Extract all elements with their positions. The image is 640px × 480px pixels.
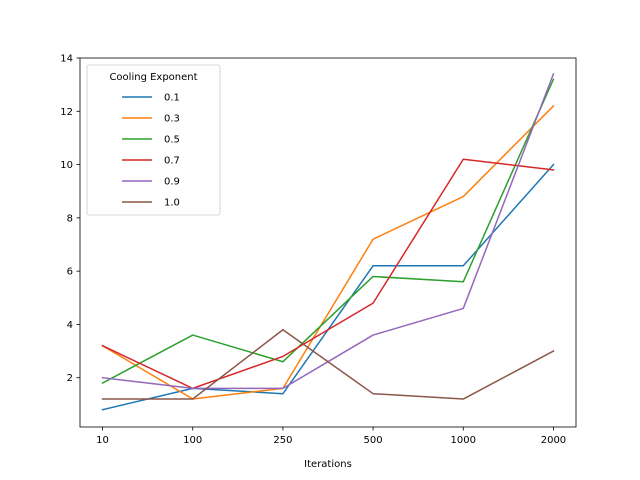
legend-entry-label: 0.1 bbox=[164, 93, 180, 104]
legend: Cooling Exponent 0.1 0.3 0.5 0.7 0.9 1.0 bbox=[86, 64, 221, 216]
y-axis: 2 4 6 8 10 12 14 bbox=[60, 54, 80, 384]
legend-entry-label: 1.0 bbox=[164, 198, 180, 209]
series-layer bbox=[101, 73, 555, 411]
x-tick-label: 100 bbox=[183, 435, 202, 446]
y-tick-label: 8 bbox=[67, 213, 73, 224]
plot-frame bbox=[79, 57, 577, 428]
series-line-1-0 bbox=[101, 329, 555, 400]
x-tick-label: 250 bbox=[273, 435, 292, 446]
y-tick-label: 4 bbox=[67, 320, 73, 331]
legend-entry-label: 0.7 bbox=[164, 156, 180, 167]
y-tick-label: 6 bbox=[67, 267, 73, 278]
y-tick-label: 10 bbox=[60, 160, 73, 171]
x-tick-label: 10 bbox=[96, 435, 109, 446]
x-tick-label: 1000 bbox=[451, 435, 476, 446]
series-line-0-5 bbox=[101, 78, 555, 385]
y-tick-label: 12 bbox=[60, 107, 73, 118]
legend-entry-label: 0.3 bbox=[164, 114, 180, 125]
legend-entry-label: 0.5 bbox=[164, 135, 180, 146]
legend-title: Cooling Exponent bbox=[109, 72, 197, 83]
y-tick-label: 2 bbox=[67, 373, 73, 384]
x-tick-label: 500 bbox=[364, 435, 383, 446]
series-line-0-3 bbox=[101, 104, 555, 400]
series-line-0-7 bbox=[101, 158, 555, 390]
x-axis-label: Iterations bbox=[304, 459, 352, 470]
x-tick-label: 2000 bbox=[541, 435, 566, 446]
legend-entry-label: 0.9 bbox=[164, 177, 180, 188]
legend-box bbox=[86, 64, 221, 216]
x-axis: 10 100 250 500 1000 2000 bbox=[96, 427, 566, 446]
y-tick-label: 14 bbox=[60, 54, 73, 65]
